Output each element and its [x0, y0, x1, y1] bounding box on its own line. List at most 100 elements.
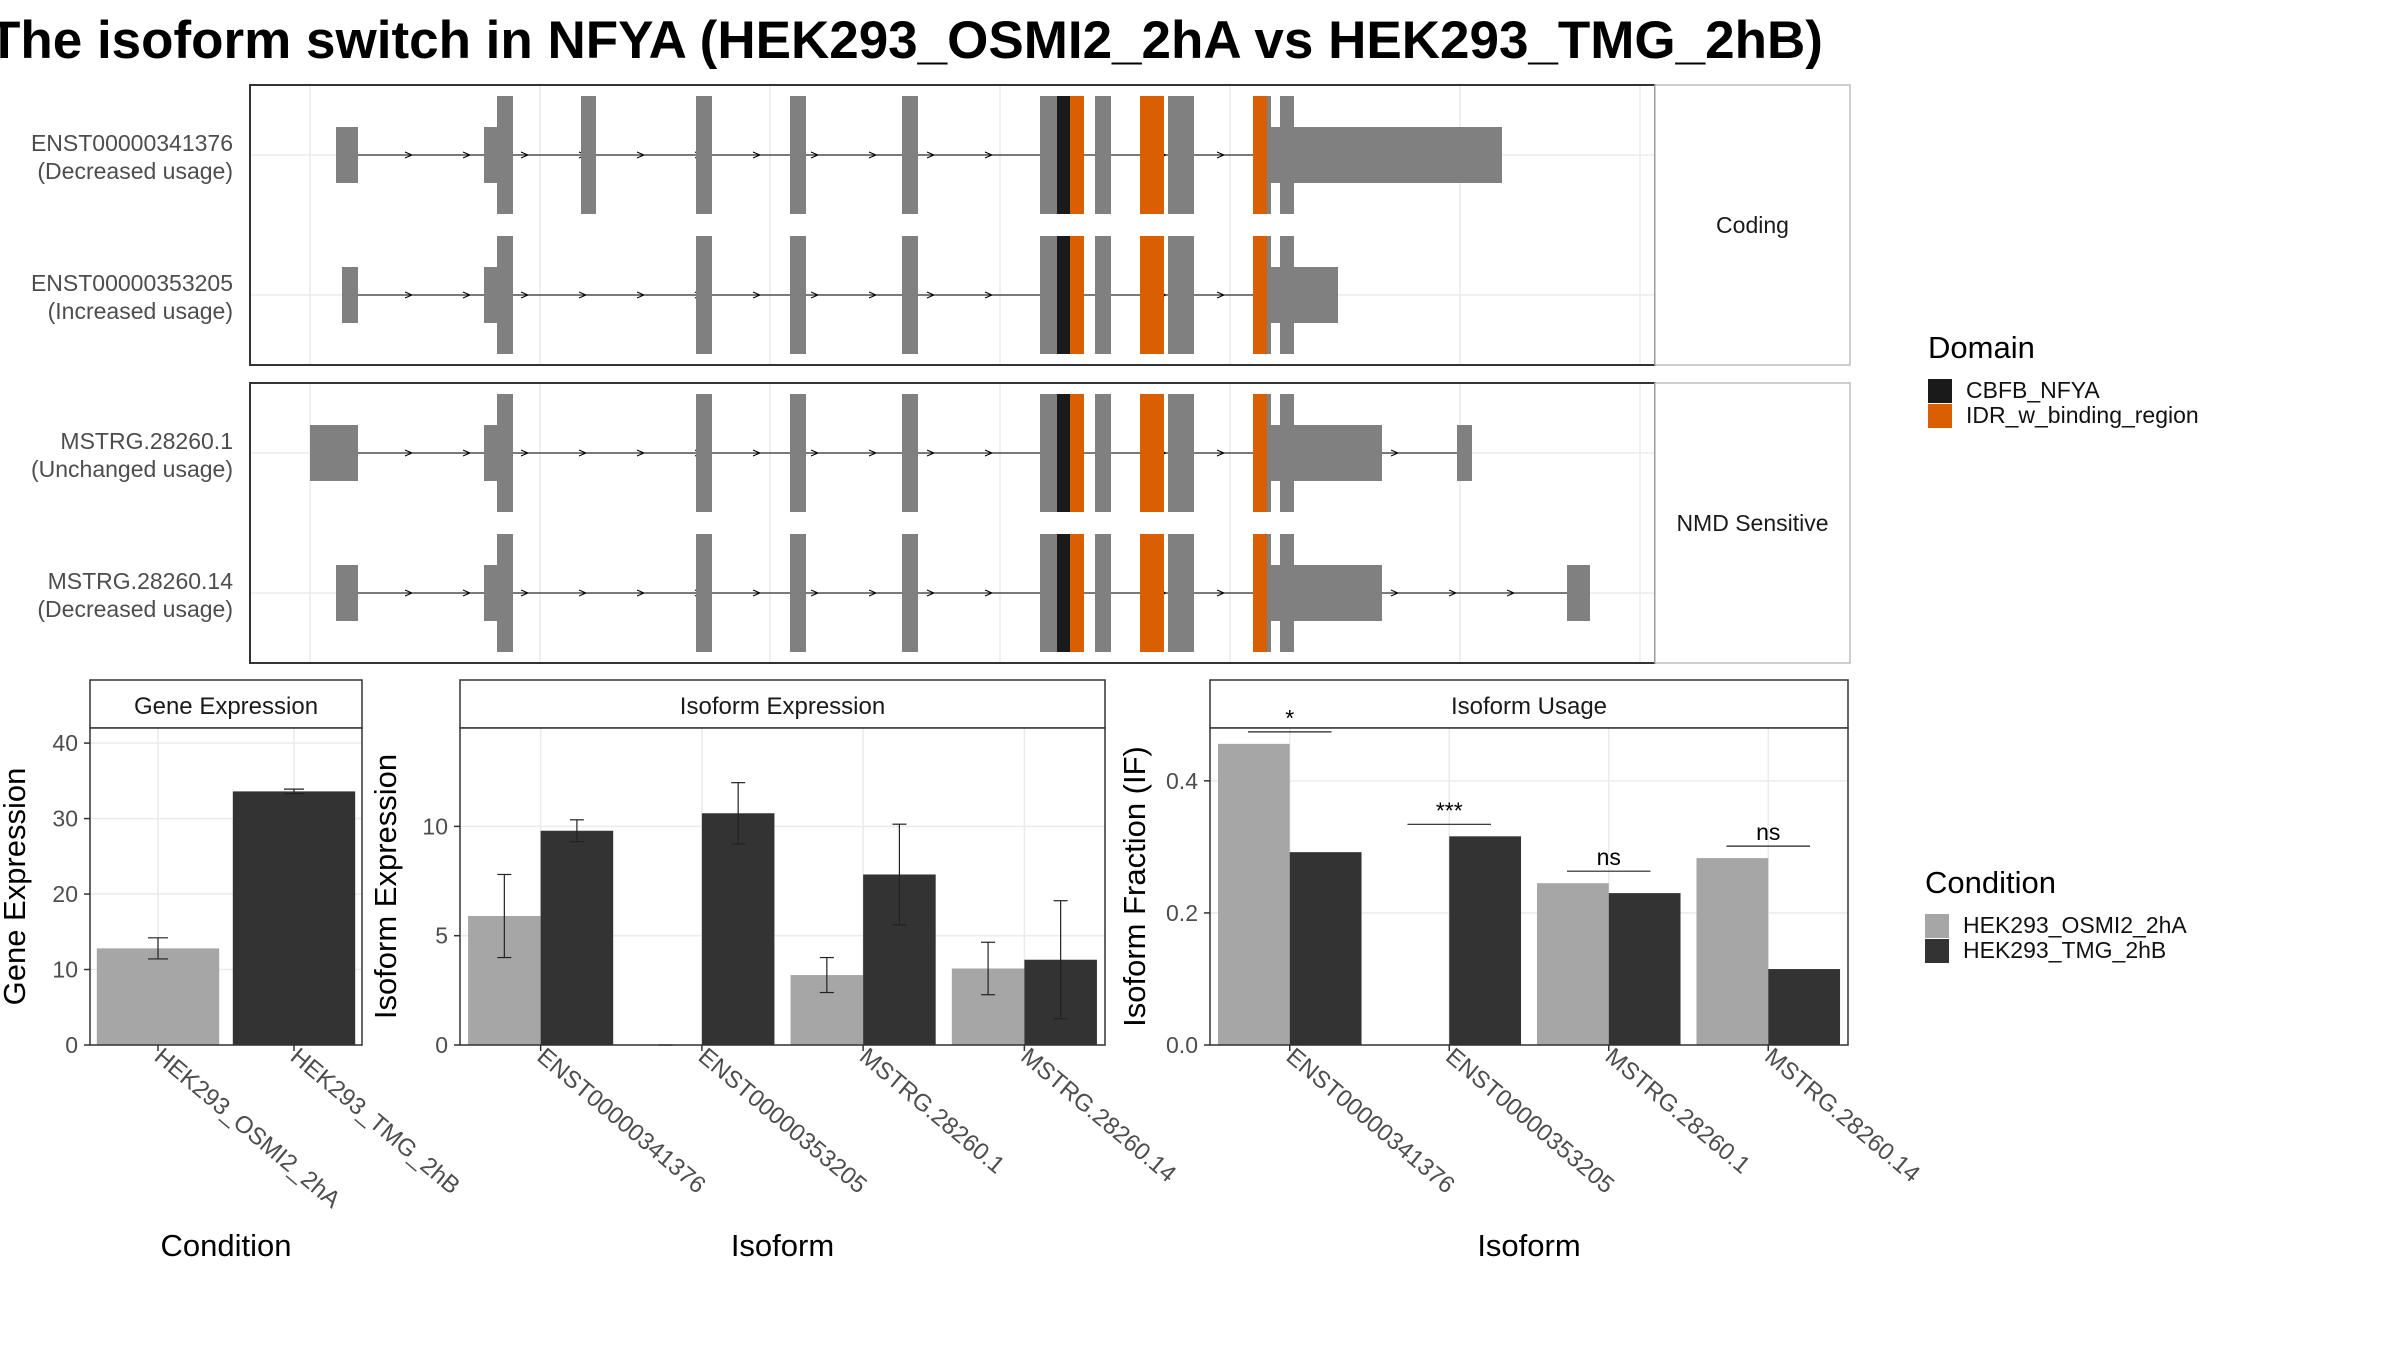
- exon-coding: [790, 96, 806, 214]
- direction-arrow: [752, 589, 762, 597]
- direction-arrow: [462, 449, 472, 457]
- exon-coding: [790, 236, 806, 354]
- x-axis-title: Isoform: [1477, 1228, 1580, 1263]
- domain-idr-binding: [1070, 236, 1084, 354]
- direction-arrow: [462, 589, 472, 597]
- facet-strip-label: NMD Sensitive: [1676, 510, 1828, 536]
- direction-arrow: [578, 449, 588, 457]
- exon-coding: [1267, 534, 1271, 652]
- bar: [1696, 858, 1769, 1045]
- error-bar: [819, 956, 834, 994]
- significance-label: ns: [1756, 819, 1780, 845]
- direction-arrow: [1390, 449, 1400, 457]
- exon-coding: [1095, 96, 1111, 214]
- bar: [1289, 852, 1362, 1045]
- direction-arrow: [1506, 589, 1516, 597]
- direction-arrow: [868, 589, 878, 597]
- exon-coding: [1040, 96, 1058, 214]
- domain-idr-binding: [1070, 96, 1084, 214]
- direction-arrow: [578, 589, 588, 597]
- domain-idr-binding: [1253, 394, 1267, 512]
- exon-coding: [1267, 394, 1271, 512]
- domain-idr-binding: [1140, 394, 1164, 512]
- y-tick-label: 0.2: [1166, 900, 1198, 926]
- direction-arrow: [404, 449, 414, 457]
- exon-coding: [696, 394, 712, 512]
- exon-coding: [1267, 96, 1271, 214]
- transcript-usage-label: (Decreased usage): [37, 596, 233, 622]
- domain-idr-binding: [1140, 534, 1164, 652]
- exon-utr: [336, 127, 358, 183]
- x-tick-label: MSTRG.28260.1: [1600, 1043, 1755, 1179]
- exon-coding: [1095, 236, 1111, 354]
- exon-utr: [484, 425, 498, 481]
- direction-arrow: [810, 291, 820, 299]
- chart-title: Isoform Expression: [680, 693, 885, 720]
- exon-coding: [497, 236, 513, 354]
- direction-arrow: [984, 151, 994, 159]
- domain-idr-binding: [1070, 394, 1084, 512]
- domain-idr-binding: [1140, 96, 1164, 214]
- plot-border: [89, 727, 363, 1046]
- y-tick-label: 0: [65, 1032, 78, 1058]
- direction-arrow: [520, 449, 530, 457]
- exon-coding: [902, 96, 918, 214]
- direction-arrow: [1448, 589, 1458, 597]
- exon-utr: [1567, 565, 1590, 621]
- direction-arrow: [752, 151, 762, 159]
- chart-title: Isoform Usage: [1451, 693, 1607, 720]
- bar-charts: Gene Expression010203040HEK293_OSMI2_2hA…: [0, 679, 1925, 1263]
- transcript-id-label: ENST00000353205: [31, 270, 233, 296]
- transcript-track: MSTRG.28260.14(Decreased usage): [37, 534, 1590, 652]
- bar: [96, 948, 220, 1045]
- error-bar: [981, 941, 996, 996]
- exon-utr: [342, 267, 358, 323]
- y-tick-label: 0.4: [1166, 768, 1198, 794]
- direction-arrow: [868, 291, 878, 299]
- bar: [540, 830, 614, 1045]
- direction-arrow: [404, 291, 414, 299]
- x-tick-label: ENST00000341376: [532, 1043, 711, 1199]
- transcript-structure-plot: ENST00000341376(Decreased usage)ENST0000…: [31, 84, 1851, 664]
- direction-arrow: [636, 589, 646, 597]
- bar: [1608, 893, 1681, 1045]
- exon-coding: [696, 96, 712, 214]
- direction-arrow: [868, 449, 878, 457]
- exon-utr: [484, 127, 498, 183]
- domain-idr-binding: [1253, 96, 1267, 214]
- transcript-track: ENST00000353205(Increased usage): [31, 236, 1338, 354]
- domain-idr-binding: [1140, 236, 1164, 354]
- exon-coding: [696, 236, 712, 354]
- y-axis-title: Isoform Expression: [368, 754, 403, 1019]
- plot-border: [1209, 727, 1849, 1046]
- transcript-track: ENST00000341376(Decreased usage): [31, 96, 1502, 214]
- direction-arrow: [810, 449, 820, 457]
- domain-cbfb-nfya: [1057, 96, 1070, 214]
- direction-arrow: [926, 151, 936, 159]
- direction-arrow: [984, 449, 994, 457]
- x-tick-label: MSTRG.28260.14: [1016, 1043, 1182, 1188]
- exon-coding: [1040, 534, 1058, 652]
- bar: [1217, 743, 1290, 1045]
- error-bar: [284, 788, 304, 795]
- exon-coding: [696, 534, 712, 652]
- y-tick-label: 5: [435, 923, 448, 949]
- domain-idr-binding: [1070, 534, 1084, 652]
- transcript-id-label: MSTRG.28260.14: [48, 568, 234, 594]
- x-tick-label: MSTRG.28260.1: [854, 1043, 1009, 1179]
- y-axis-title: Gene Expression: [0, 768, 32, 1006]
- direction-arrow: [462, 151, 472, 159]
- direction-arrow: [520, 291, 530, 299]
- transcript-id-label: ENST00000341376: [31, 130, 233, 156]
- chart-title: Gene Expression: [134, 693, 318, 720]
- significance-label: *: [1285, 705, 1294, 731]
- exon-utr: [1271, 267, 1338, 323]
- exon-utr: [336, 565, 358, 621]
- exon-coding: [1040, 394, 1058, 512]
- exon-coding: [902, 236, 918, 354]
- x-axis-title: Condition: [161, 1228, 292, 1263]
- facet-strip: [89, 679, 363, 729]
- structure-panel: MSTRG.28260.1(Unchanged usage)MSTRG.2826…: [31, 382, 1851, 664]
- direction-arrow: [984, 589, 994, 597]
- direction-arrow: [578, 291, 588, 299]
